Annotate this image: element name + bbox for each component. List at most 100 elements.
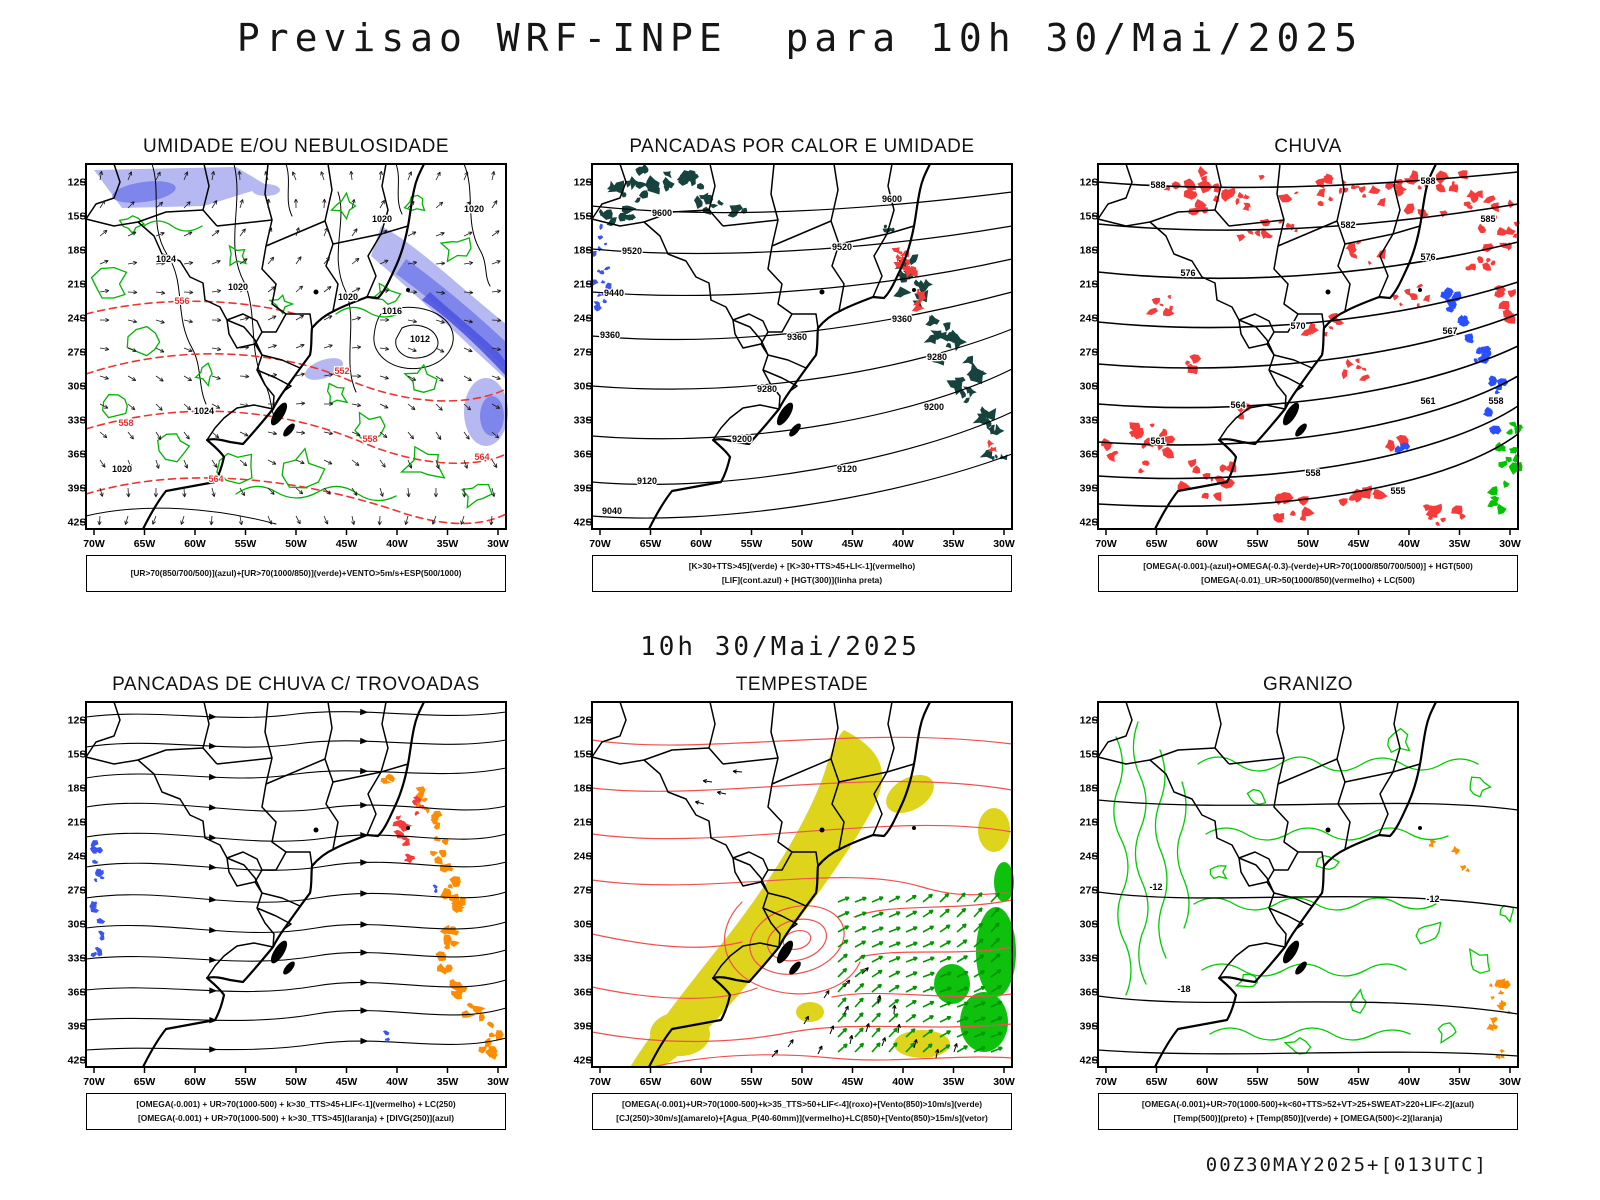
lat-axis-label: 36S: [574, 987, 593, 999]
contour-label: 1020: [372, 214, 392, 224]
lon-axis-label: 35W: [1449, 538, 1471, 550]
lat-axis-label: 33S: [1080, 953, 1099, 965]
basemap-layer: [591, 701, 931, 1068]
lon-axis-label: 60W: [184, 1076, 206, 1088]
lat-axis-label: 12S: [1080, 177, 1099, 189]
lon-axis-label: 60W: [1196, 538, 1218, 550]
caption-line: [OMEGA(-0.001)+UR>70(1000-500)+k>35_TTS>…: [621, 1098, 983, 1109]
lat-axis-label: 39S: [68, 483, 87, 495]
caption-line: [OMEGA(-0.001)+UR>70(1000-500)+k<60+TTS>…: [1141, 1098, 1475, 1109]
shading-layer: [1428, 839, 1512, 1060]
lat-axis-label: 33S: [68, 415, 87, 427]
lon-axis-label: 60W: [1196, 1076, 1218, 1088]
lon-axis-label: 50W: [791, 538, 813, 550]
map-root: 588 588 585 582 576 576 570 567 564 561 561 558 558 5…: [1080, 163, 1524, 550]
lon-axis-label: 30W: [1499, 538, 1521, 550]
lat-axis-label: 27S: [68, 885, 87, 897]
contour-label-layer: 1020 1020 1020 1020 1024 1024 1020 1016 1012 556 5…: [111, 203, 491, 486]
lon-axis-label: 55W: [1247, 538, 1269, 550]
map-svg-granizo: -12 -12 -18 12S 15S 18S 21S 24S 27S 30S 33S 36S 39S 4…: [1080, 701, 1521, 1088]
contour-label: 585: [1480, 214, 1495, 224]
contour-layer: [85, 163, 507, 525]
contour-label: 9600: [652, 208, 672, 218]
lat-axis-label: 36S: [68, 987, 87, 999]
lat-axis-label: 30S: [1080, 381, 1099, 393]
lat-axis-label: 18S: [574, 245, 593, 257]
contour-label: 582: [1340, 220, 1355, 230]
lat-axis-label: 39S: [574, 483, 593, 495]
contour-label: 1024: [156, 254, 176, 264]
lon-axis-label: 65W: [1146, 1076, 1168, 1088]
lon-axis-label: 40W: [892, 1076, 914, 1088]
map-svg-trovoadas: 12S 15S 18S 21S 24S 27S 30S 33S 36S 39S 42S 70W 65W 6…: [68, 701, 509, 1088]
run-timestamp: 00Z30MAY2025+[013UTC]: [1205, 1154, 1488, 1176]
panel-title-pancadas: PANCADAS POR CALOR E UMIDADE: [629, 136, 975, 157]
lon-axis-label: 55W: [235, 1076, 257, 1088]
contour-label: 556: [174, 296, 189, 306]
lat-axis-label: 18S: [1080, 783, 1099, 795]
caption-box-umidade: [UR>70(850/700/500)](azul)+[UR>70(1000/8…: [86, 555, 506, 592]
lon-axis-label: 50W: [1297, 1076, 1319, 1088]
panel-umidade: UMIDADE E/OU NEBULOSIDADE 1020 1020 1020 10…: [50, 136, 538, 592]
lon-axis-label: 45W: [336, 538, 358, 550]
lat-axis-label: 39S: [1080, 483, 1099, 495]
contour-label: 564: [474, 452, 489, 462]
contour-label: 576: [1420, 252, 1435, 262]
lon-axis-label: 30W: [1499, 1076, 1521, 1088]
lat-axis-label: 33S: [574, 953, 593, 965]
lat-axis-label: 42S: [68, 1055, 87, 1067]
panel-trovoadas: PANCADAS DE CHUVA C/ TROVOADAS 12S 15S 18S…: [50, 674, 538, 1130]
basemap-layer: [1097, 701, 1437, 1068]
lon-axis-label: 35W: [437, 1076, 459, 1088]
contour-label: 9520: [832, 242, 852, 252]
lon-axis-label: 30W: [487, 1076, 509, 1088]
map-svg-chuva: 588 588 585 582 576 576 570 567 564 561 561 558 558 5…: [1080, 163, 1524, 550]
lat-axis-label: 27S: [574, 347, 593, 359]
lat-axis-label: 27S: [1080, 347, 1099, 359]
lon-axis-label: 65W: [640, 538, 662, 550]
lon-axis-label: 60W: [184, 538, 206, 550]
lat-axis-label: 21S: [1080, 279, 1099, 291]
lat-axis-label: 24S: [1080, 851, 1099, 863]
lon-axis-label: 50W: [285, 538, 307, 550]
lat-axis-label: 33S: [1080, 415, 1099, 427]
shading-layer: [589, 163, 1008, 461]
contour-label: 576: [1180, 268, 1195, 278]
contour-label: 558: [118, 418, 133, 428]
map-root: 1020 1020 1020 1020 1024 1024 1020 1016 1012 556 5…: [68, 163, 509, 550]
lat-axis-label: 39S: [68, 1021, 87, 1033]
shading-layer: [89, 773, 504, 1060]
lat-axis-label: 30S: [574, 381, 593, 393]
lon-axis-label: 40W: [386, 538, 408, 550]
lat-axis-label: 36S: [574, 449, 593, 461]
lat-axis-label: 39S: [574, 1021, 593, 1033]
caption-line: [K>30+TTS>45](verde) + [K>30+TTS>45+LI<-…: [688, 560, 916, 571]
lon-axis-label: 30W: [993, 538, 1015, 550]
lon-axis-label: 35W: [1449, 1076, 1471, 1088]
map-root: 9600 9600 9520 9520 9440 9360 9360 9360 9280 9280…: [574, 163, 1015, 550]
panel-title-tempestade: TEMPESTADE: [735, 674, 869, 695]
basemap-layer: [85, 163, 425, 530]
contour-label: -12: [1149, 882, 1162, 892]
basemap-layer: [1097, 163, 1437, 530]
lat-axis-label: 21S: [574, 817, 593, 829]
lon-axis-label: 50W: [791, 1076, 813, 1088]
panel-tempestade: TEMPESTADE 12S 15S 18S 21S 24S 27S 30S 33S 36S 39…: [556, 674, 1044, 1130]
basemap-layer: [85, 701, 425, 1068]
caption-line: [OMEGA(-0.001)-(azul)+OMEGA(-0.3)-(verde…: [1143, 560, 1473, 571]
contour-label: 9360: [892, 314, 912, 324]
lat-axis-label: 15S: [1080, 749, 1099, 761]
caption-line: [OMEGA(-0.001) + UR>70(1000-500) + k>30_…: [136, 1098, 456, 1109]
contour-layer: [1097, 171, 1519, 508]
contour-label: 1020: [464, 204, 484, 214]
lat-axis-label: 18S: [68, 245, 87, 257]
lon-axis-label: 55W: [741, 1076, 763, 1088]
lon-axis-label: 40W: [386, 1076, 408, 1088]
caption-line: [OMEGA(-0.001) + UR>70(1000-500) + k>30_…: [137, 1112, 455, 1123]
contour-label: 558: [1488, 396, 1503, 406]
lat-axis-label: 21S: [68, 817, 87, 829]
panel-title-chuva: CHUVA: [1274, 136, 1342, 157]
lon-axis-label: 35W: [943, 538, 965, 550]
lon-axis-label: 70W: [83, 538, 105, 550]
contour-label: 9280: [757, 384, 777, 394]
